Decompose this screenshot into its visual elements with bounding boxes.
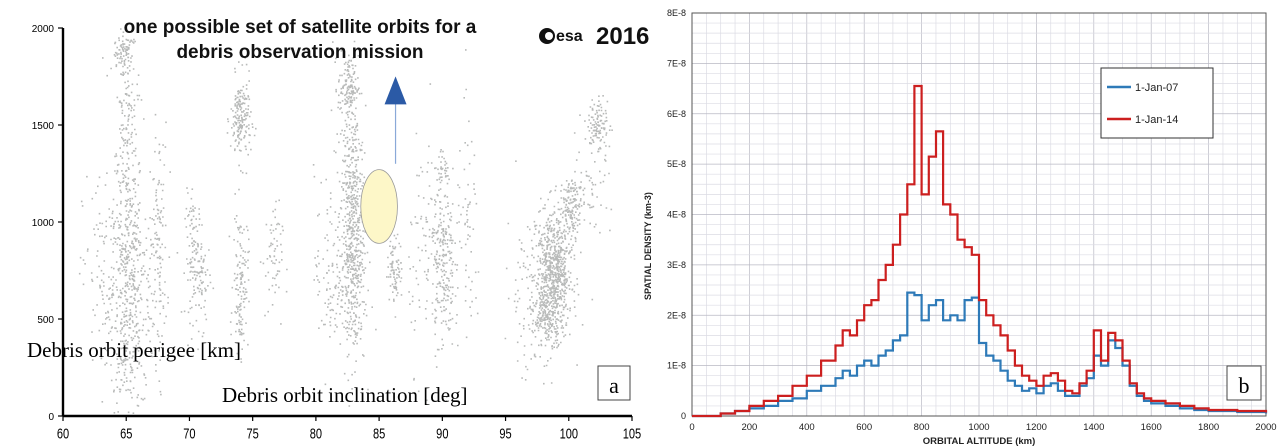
- x-tick-label-6: 1200: [1026, 422, 1047, 433]
- x-tick-label-5: 1000: [968, 422, 989, 433]
- x-tick-label-9: 1800: [1198, 422, 1219, 433]
- y-tick-label-8: 8E-8: [667, 8, 686, 18]
- y-tick-label-0: 0: [681, 411, 686, 421]
- annotations: [360, 76, 407, 244]
- panel-label: a: [609, 373, 619, 398]
- series-line-2: [692, 84, 1268, 418]
- y-tick-label-4: 2000: [32, 24, 55, 35]
- panel-label-box: [597, 365, 631, 401]
- year-label: 2016: [596, 23, 649, 50]
- x-tick-label-4: 80: [310, 425, 322, 442]
- title-line-2: debris observation mission: [176, 42, 423, 63]
- x-tick-label-8: 100: [560, 425, 578, 442]
- x-tick-label-0: 60: [57, 425, 69, 442]
- y-ticks: 0 500 1000 1500 2000: [32, 24, 63, 423]
- title-line-1: one possible set of satellite orbits for…: [124, 17, 477, 38]
- x-tick-label-7: 1400: [1083, 422, 1104, 433]
- panel-label: b: [1239, 373, 1250, 398]
- esa-logo: esa: [539, 28, 583, 45]
- y-tick-label-7: 7E-8: [667, 58, 686, 68]
- series-lines: [692, 84, 1268, 418]
- y-tick-label-0: 0: [48, 412, 54, 423]
- x-tick-label-5: 85: [373, 425, 385, 442]
- x-tick-labels: 0 200 400 600 800 1000 1200 1400 1600 1800 2000: [689, 422, 1276, 433]
- legend: 1-Jan-07 1-Jan-14: [1100, 67, 1214, 139]
- x-ticks: 60 65 70 75 80 85 90 95 100 105: [57, 416, 641, 442]
- x-tick-label-10: 2000: [1255, 422, 1276, 433]
- y-tick-label-1: 1E-8: [667, 361, 686, 371]
- x-tick-label-2: 70: [183, 425, 195, 442]
- y-axis-label: SPATIAL DENSITY (km-3): [643, 192, 653, 300]
- y-tick-label-4: 4E-8: [667, 210, 686, 220]
- x-tick-label-1: 200: [741, 422, 757, 433]
- y-tick-label-3: 1500: [32, 121, 55, 132]
- y-tick-label-5: 5E-8: [667, 159, 686, 169]
- x-tick-label-3: 75: [247, 425, 259, 442]
- panel-b-line-chart: 0 200 400 600 800 1000 1200 1400 1600 1800 2000 0 1…: [643, 8, 1277, 447]
- y-axis-label: Debris orbit perigee [km]: [27, 338, 241, 362]
- x-tick-label-7: 95: [499, 425, 511, 442]
- y-tick-label-2: 1000: [32, 218, 55, 229]
- y-tick-labels: 0 1E-8 2E-8 3E-8 4E-8 5E-8 6E-8 7E-8 8E-8: [667, 8, 686, 421]
- plot-border: [691, 12, 1267, 417]
- arrow-head: [384, 76, 407, 105]
- y-tick-label-3: 3E-8: [667, 260, 686, 270]
- x-tick-label-4: 800: [914, 422, 930, 433]
- orbit-ellipse: [360, 169, 398, 244]
- x-axis-label: Debris orbit inclination [deg]: [222, 383, 468, 407]
- series-line-1: [692, 291, 1268, 418]
- x-tick-label-8: 1600: [1141, 422, 1162, 433]
- x-tick-label-0: 0: [689, 422, 694, 433]
- esa-logo-text: esa: [556, 28, 583, 45]
- x-axis-label: ORBITAL ALTITUDE (km): [923, 436, 1036, 447]
- legend-box: [1100, 67, 1214, 139]
- x-tick-label-3: 600: [856, 422, 872, 433]
- panel-a-scatter: 60 65 70 75 80 85 90 95 100 105 0500100015002000 …: [27, 17, 649, 442]
- x-tick-label-6: 90: [436, 425, 448, 442]
- panel-label-box: [1226, 365, 1262, 401]
- y-tick-label-2: 2E-8: [667, 310, 686, 320]
- y-tick-label-6: 6E-8: [667, 109, 686, 119]
- y-tick-label-1: 500: [37, 315, 54, 326]
- legend-label-2: 1-Jan-14: [1135, 114, 1178, 126]
- x-tick-label-1: 65: [120, 425, 132, 442]
- x-tick-label-9: 105: [623, 425, 641, 442]
- x-tick-label-2: 400: [799, 422, 815, 433]
- legend-label-1: 1-Jan-07: [1135, 82, 1178, 94]
